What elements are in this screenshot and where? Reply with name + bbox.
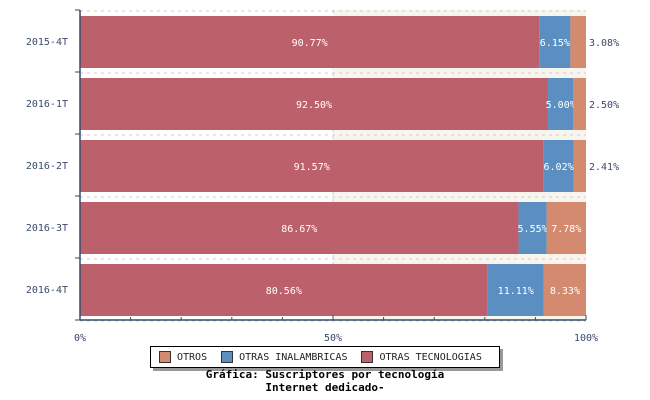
legend: OTROS OTRAS INALAMBRICAS OTRAS TECNOLOGI… <box>150 346 500 368</box>
bar-segment <box>570 16 586 68</box>
legend-label: OTRAS TECNOLOGIAS <box>379 351 482 363</box>
data-label: 11.11% <box>498 286 534 297</box>
legend-swatch <box>221 351 234 363</box>
bar-segment <box>80 78 549 130</box>
bar-segment <box>487 264 544 316</box>
legend-item-otros: OTROS <box>159 351 207 363</box>
bar-segment <box>80 16 540 68</box>
bar-segment <box>548 78 574 130</box>
legend-label: OTROS <box>177 351 208 363</box>
bar-segment <box>573 140 586 192</box>
data-label: 6.02% <box>544 162 574 173</box>
bar-segment <box>543 264 586 316</box>
bar-segment <box>539 16 571 68</box>
bar-segment <box>546 202 586 254</box>
data-label: 3.08% <box>589 38 619 49</box>
data-label: 91.57% <box>294 162 330 173</box>
legend-label: OTRAS INALAMBRICAS <box>239 351 348 363</box>
data-label: 86.67% <box>281 224 317 235</box>
x-tick-label: 0% <box>74 333 86 344</box>
data-label: 6.15% <box>540 38 570 49</box>
y-tick-label: 2016-3T <box>26 223 68 234</box>
data-label: 80.56% <box>266 286 302 297</box>
chart-title: Gráfica: Suscriptores por tecnología <box>205 368 445 381</box>
legend-swatch <box>361 351 374 363</box>
legend-item-otras-inalambricas: OTRAS INALAMBRICAS <box>221 351 347 363</box>
chart-plot: 90.77% 6.15% 3.08% 2015-4T 92.50% 5.00% 2.50% 2… <box>26 9 619 344</box>
legend-item-otras-tecnologias: OTRAS TECNOLOGIAS <box>361 351 482 363</box>
chart-subtitle: Internet dedicado- <box>265 381 385 394</box>
data-label: 92.50% <box>296 100 332 111</box>
data-label: 90.77% <box>292 38 328 49</box>
bar-segment <box>518 202 547 254</box>
y-tick-label: 2015-4T <box>26 37 68 48</box>
chart-title-block: Gráfica: Suscriptores por tecnología Int… <box>150 368 500 394</box>
data-label: 5.00% <box>546 100 576 111</box>
data-label: 8.33% <box>550 286 580 297</box>
y-tick-label: 2016-1T <box>26 99 68 110</box>
bar-segment <box>80 264 488 316</box>
x-tick-label: 100% <box>574 333 598 344</box>
bar-segment <box>80 140 544 192</box>
bar-segment <box>80 202 519 254</box>
bar-segment <box>573 78 586 130</box>
y-tick-label: 2016-2T <box>26 161 68 172</box>
x-tick-label: 50% <box>324 333 342 344</box>
data-label: 2.50% <box>589 100 619 111</box>
data-label: 5.55% <box>518 224 548 235</box>
bar-segment <box>543 140 574 192</box>
legend-swatch <box>159 351 171 363</box>
data-label: 7.78% <box>551 224 581 235</box>
data-label: 2.41% <box>589 162 619 173</box>
y-tick-label: 2016-4T <box>26 285 68 296</box>
